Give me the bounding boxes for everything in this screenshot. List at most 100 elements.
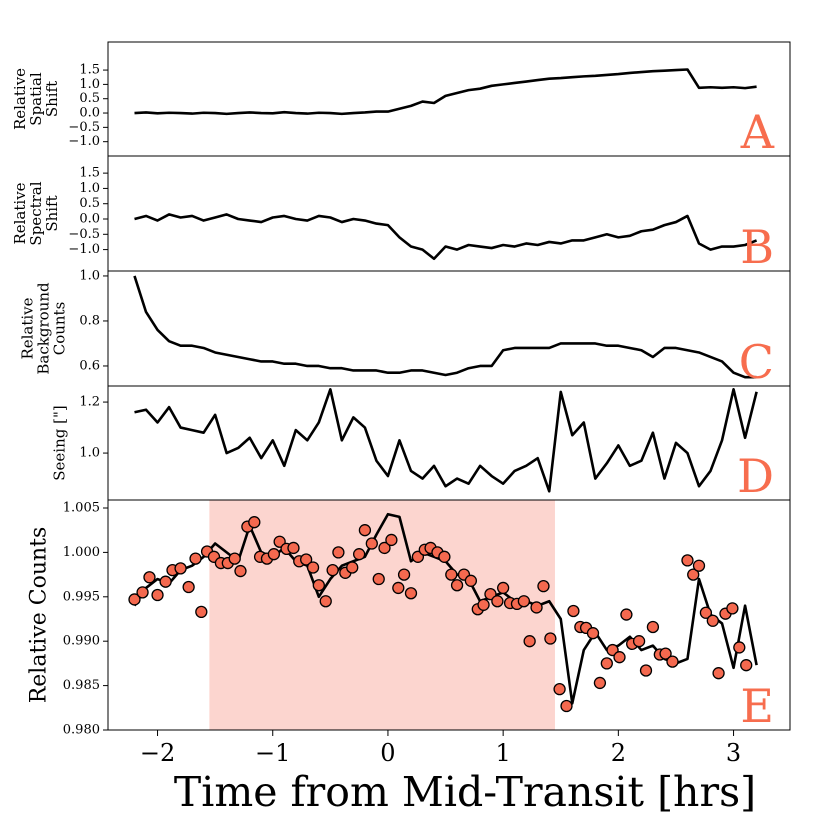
data-point — [358, 524, 372, 537]
data-point — [450, 579, 464, 592]
data-point — [666, 655, 679, 668]
panel-letter: B — [740, 220, 774, 274]
y-axis-label: Shift — [43, 81, 61, 117]
data-point — [586, 627, 600, 640]
y-axis-label: Spectral — [27, 181, 45, 245]
data-point — [659, 647, 672, 660]
data-point — [537, 579, 550, 593]
y-tick-label: 0.0 — [79, 212, 100, 227]
data-point — [632, 635, 646, 648]
y-tick-label: 1.0 — [79, 77, 100, 92]
panel-letter: E — [740, 679, 774, 733]
data-point — [438, 550, 451, 563]
y-tick-label: 0.8 — [79, 313, 100, 328]
y-tick-label: 0.5 — [79, 196, 100, 211]
y-tick-label: 0.980 — [63, 723, 100, 738]
data-point — [248, 516, 261, 529]
data-line — [134, 388, 758, 493]
data-point — [639, 664, 653, 677]
y-axis-label: Counts — [51, 302, 69, 356]
data-point — [699, 606, 713, 619]
y-tick-label: 0.985 — [63, 678, 100, 693]
data-point — [306, 561, 320, 574]
data-point — [613, 651, 626, 664]
data-point — [189, 552, 202, 565]
data-point — [228, 552, 241, 565]
y-tick-label: 1.000 — [63, 545, 100, 560]
panel-letter: C — [739, 335, 774, 389]
panel-letter: D — [737, 449, 774, 503]
axes-frame — [107, 499, 791, 731]
data-point — [600, 657, 613, 670]
data-point — [681, 554, 694, 567]
x-tick-label: −1 — [255, 739, 290, 767]
data-point — [365, 537, 378, 550]
y-axis-label: Background — [35, 282, 53, 375]
axes-frame — [107, 41, 791, 157]
data-point — [553, 683, 566, 696]
y-axis-label: Relative — [19, 297, 37, 359]
y-axis-label: Spatial — [27, 72, 45, 126]
y-tick-label: 0.995 — [63, 589, 100, 604]
x-tick-label: 2 — [611, 739, 626, 767]
data-point — [234, 564, 247, 578]
data-point — [692, 559, 706, 572]
data-point — [385, 533, 398, 547]
data-point — [726, 602, 739, 615]
data-point — [143, 571, 156, 584]
data-point — [397, 568, 411, 581]
data-point — [445, 568, 458, 581]
data-point — [287, 541, 300, 555]
data-line — [134, 213, 758, 261]
data-point — [174, 562, 187, 575]
data-point — [567, 604, 580, 618]
data-point — [477, 598, 490, 611]
data-point — [195, 605, 208, 619]
data-point — [326, 564, 339, 577]
transit-span — [209, 500, 555, 730]
data-point — [136, 586, 149, 599]
data-point — [523, 635, 536, 648]
data-point — [151, 588, 164, 602]
data-point — [687, 568, 700, 581]
data-point — [312, 579, 325, 592]
y-tick-label: 0.6 — [79, 358, 100, 373]
data-point — [733, 641, 746, 654]
x-axis-label: Time from Mid-Transit [hrs] — [174, 768, 756, 816]
data-point — [560, 699, 573, 713]
data-point — [182, 580, 195, 594]
y-tick-label: 1.0 — [79, 268, 100, 283]
data-point — [706, 614, 719, 627]
y-tick-label: 1.5 — [79, 166, 100, 181]
data-point — [740, 659, 753, 672]
x-tick-label: −2 — [140, 739, 175, 767]
y-tick-label: −0.5 — [68, 120, 100, 135]
y-tick-label: 1.5 — [79, 63, 100, 78]
y-tick-label: 1.2 — [79, 395, 100, 410]
data-point — [352, 548, 366, 561]
data-point — [464, 574, 478, 587]
y-tick-label: 1.005 — [63, 500, 100, 515]
x-tick-label: 3 — [726, 739, 741, 767]
axes-frame — [107, 270, 791, 387]
x-tick-label: 1 — [496, 739, 511, 767]
data-point — [620, 608, 633, 621]
data-point — [530, 601, 543, 614]
data-point — [372, 572, 385, 586]
data-point — [404, 587, 418, 600]
data-point — [593, 676, 607, 690]
x-tick-label: 0 — [380, 739, 395, 767]
data-point — [646, 620, 660, 634]
y-tick-label: 0.5 — [79, 91, 100, 106]
data-point — [346, 561, 359, 574]
data-point — [496, 581, 510, 595]
data-point — [491, 595, 504, 608]
y-tick-label: 1.0 — [79, 446, 100, 461]
y-tick-label: −0.5 — [68, 227, 100, 242]
data-point — [544, 632, 557, 645]
data-point — [319, 595, 332, 608]
data-point — [332, 546, 345, 559]
data-point — [267, 548, 281, 561]
y-tick-label: −1.0 — [68, 242, 100, 257]
data-line — [133, 275, 757, 379]
